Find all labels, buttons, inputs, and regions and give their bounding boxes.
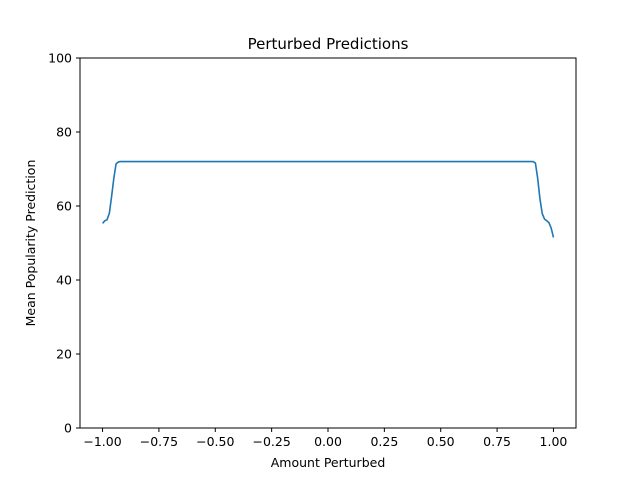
x-tick-label: 0.75 (483, 434, 511, 449)
x-axis: −1.00 −0.75 −0.50 −0.25 0.00 0.25 0.50 0.75 1.00 (83, 428, 567, 449)
x-tick-label: −0.75 (140, 434, 178, 449)
x-tick-label: −0.25 (252, 434, 290, 449)
x-tick-label: 0.00 (314, 434, 342, 449)
x-tick-label: 0.25 (370, 434, 398, 449)
x-tick-label: −0.50 (196, 434, 234, 449)
y-axis-title: Mean Popularity Prediction (23, 160, 38, 327)
y-tick-label: 80 (56, 125, 72, 140)
y-tick-label: 100 (48, 51, 72, 66)
y-tick-label: 60 (56, 199, 72, 214)
y-axis: 0 20 40 60 80 100 (48, 51, 80, 436)
y-tick-label: 0 (64, 421, 72, 436)
x-tick-label: 1.00 (540, 434, 568, 449)
series-line-0 (101, 160, 555, 238)
x-tick-label: −1.00 (83, 434, 121, 449)
plot-area (101, 160, 555, 238)
axes-frame (79, 57, 577, 429)
x-axis-title: Amount Perturbed (271, 455, 386, 470)
y-tick-label: 40 (56, 273, 72, 288)
chart-title: Perturbed Predictions (248, 35, 409, 53)
y-tick-label: 20 (56, 347, 72, 362)
x-tick-label: 0.50 (427, 434, 455, 449)
